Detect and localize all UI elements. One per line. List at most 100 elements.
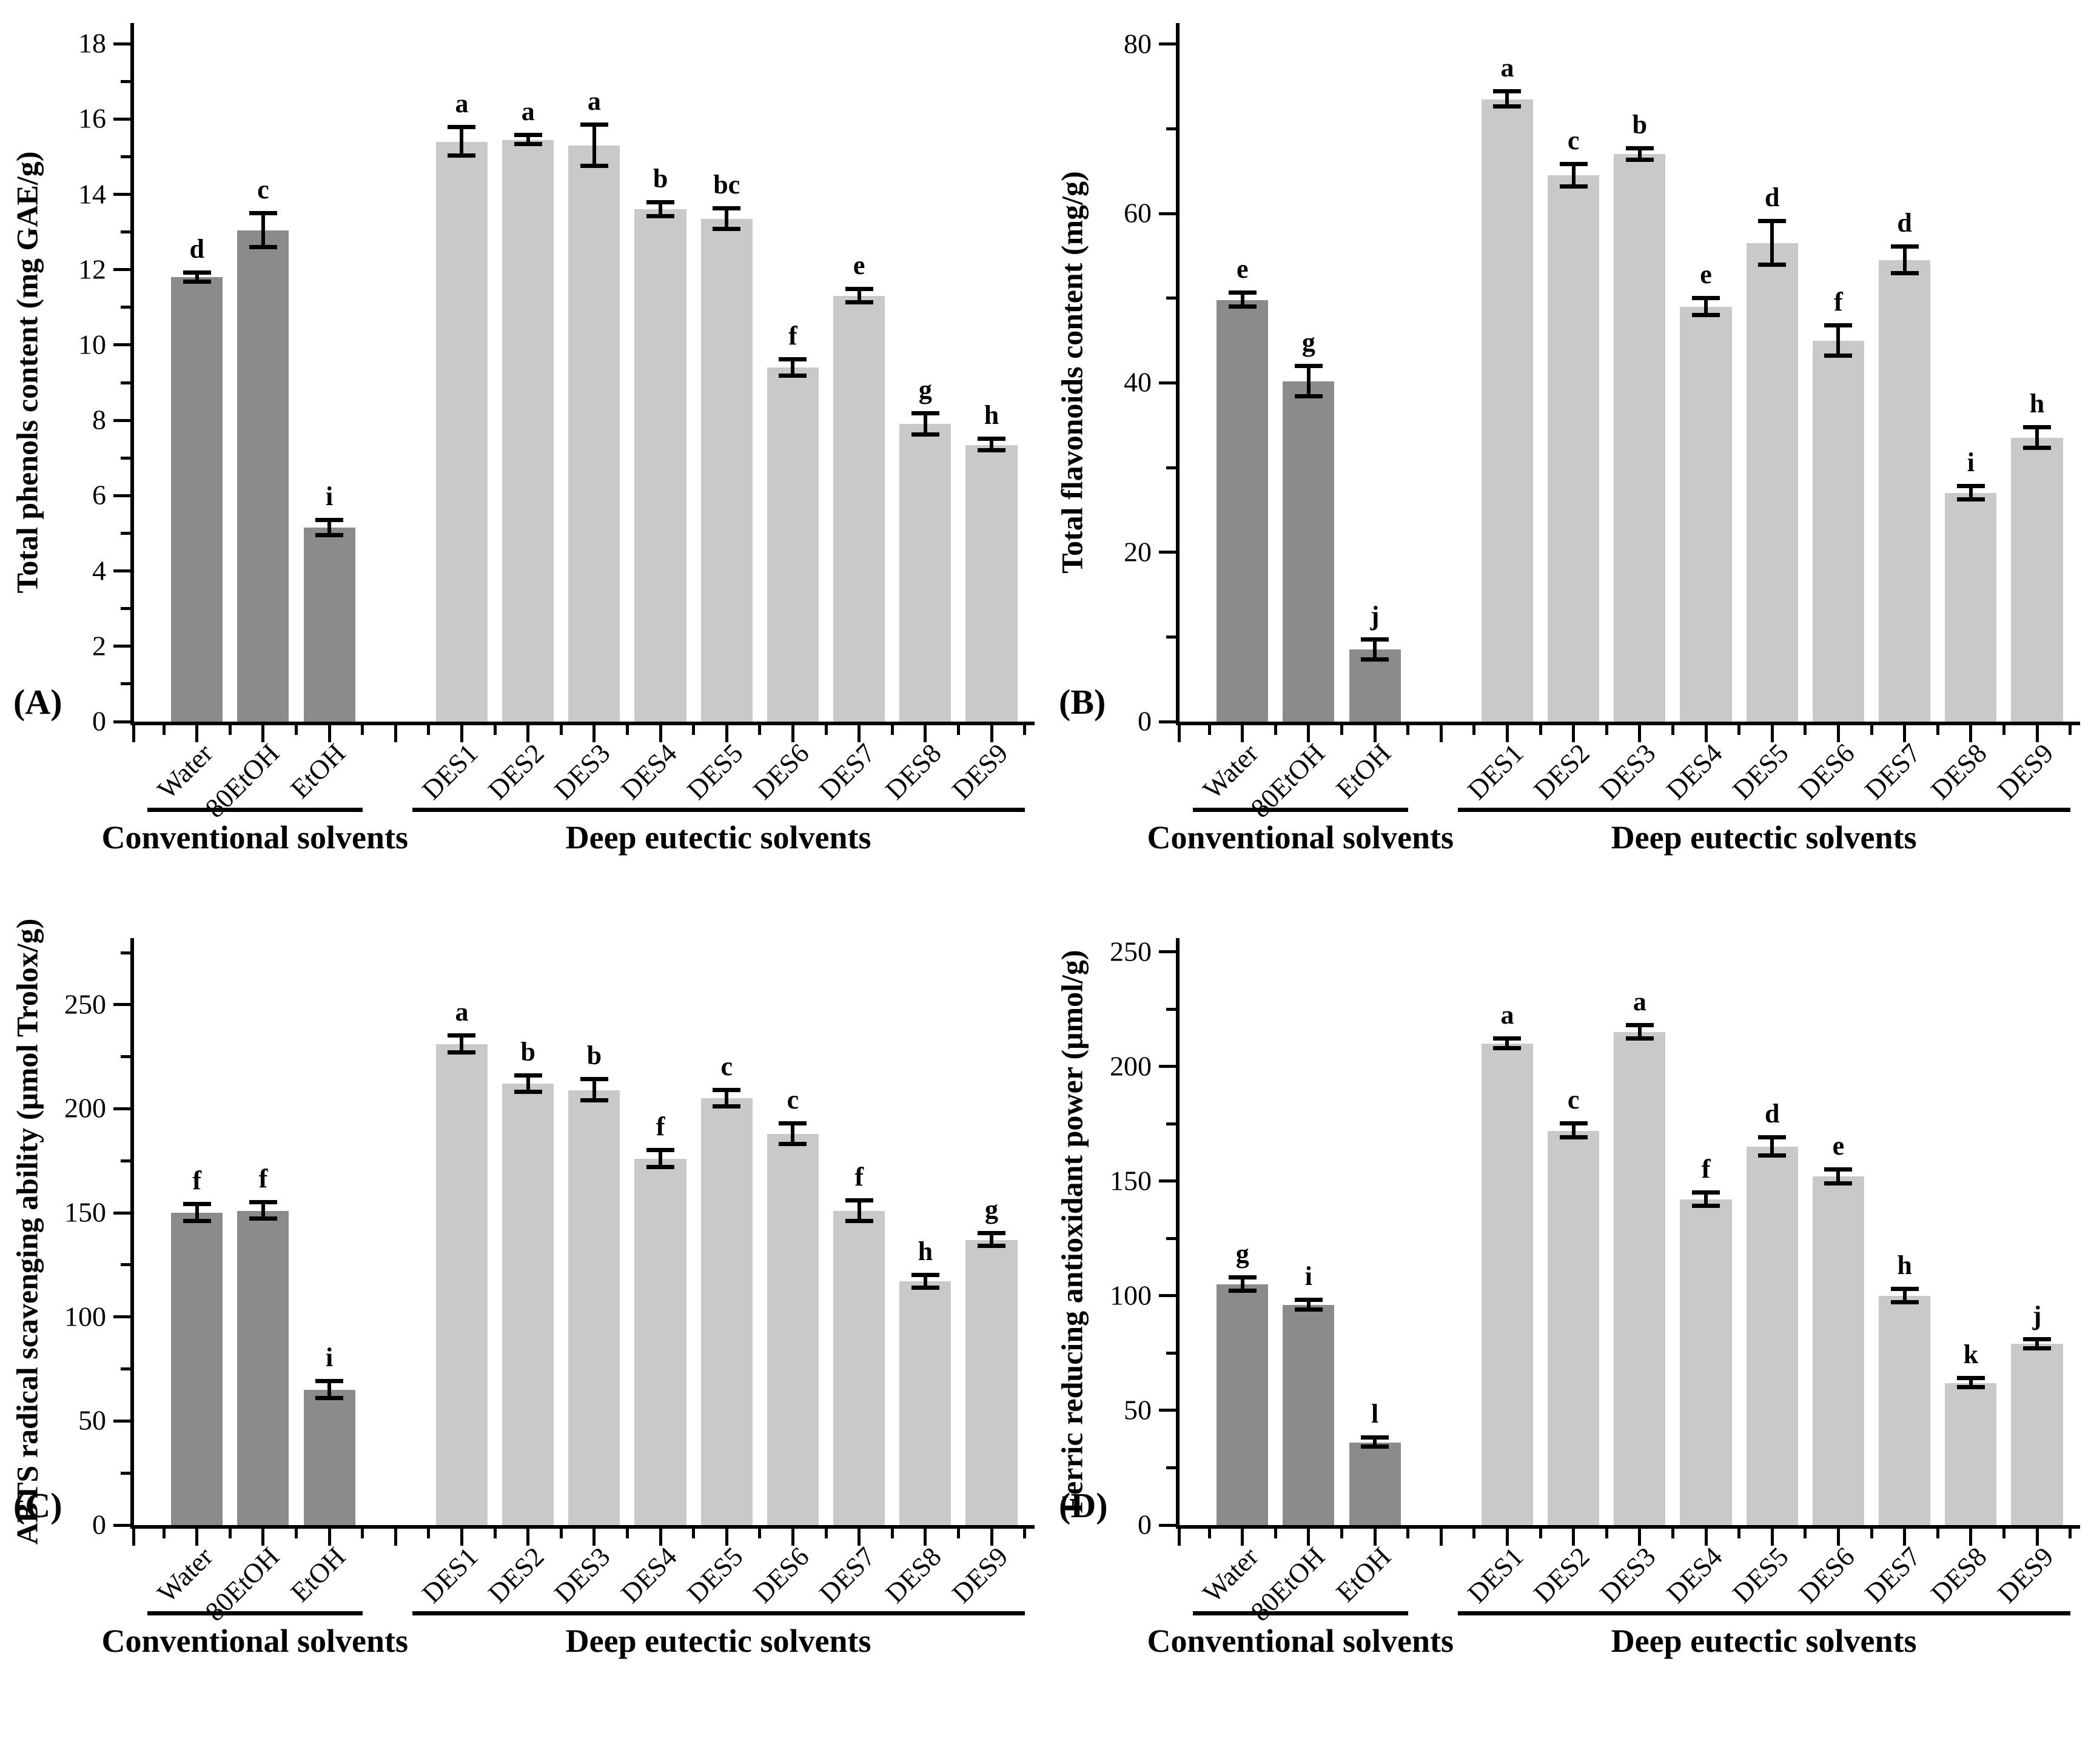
x-tick bbox=[1770, 1529, 1774, 1546]
x-tick bbox=[1307, 725, 1311, 742]
group-label-conventional: Conventional solvents bbox=[101, 1623, 409, 1659]
error-bar-cap bbox=[911, 432, 939, 437]
x-tick bbox=[858, 725, 861, 742]
x-tick bbox=[2035, 1529, 2039, 1546]
sig-letter: f bbox=[192, 1165, 202, 1196]
x-minor-tick bbox=[427, 725, 431, 735]
bar-80etoh bbox=[1283, 1305, 1335, 1525]
y-minor-tick bbox=[121, 951, 130, 954]
group-underline bbox=[1457, 1611, 2070, 1615]
group-underline bbox=[412, 808, 1025, 812]
y-tick-label: 250 bbox=[1110, 936, 1152, 967]
bar-80etoh bbox=[1283, 381, 1335, 722]
x-tick bbox=[791, 1529, 794, 1546]
sig-letter: f bbox=[258, 1163, 268, 1193]
error-bar-stem bbox=[195, 272, 199, 282]
error-bar-stem bbox=[1836, 325, 1841, 356]
x-minor-tick bbox=[1605, 725, 1608, 735]
y-tick-label: 8 bbox=[92, 404, 106, 435]
y-tick bbox=[1159, 212, 1176, 215]
error-bar-cap bbox=[249, 1199, 277, 1204]
error-bar-cap bbox=[713, 227, 741, 232]
x-minor-tick bbox=[228, 1529, 232, 1538]
bar-des2 bbox=[502, 139, 554, 722]
x-tick bbox=[132, 725, 135, 742]
x-tick bbox=[858, 1529, 861, 1546]
y-tick bbox=[1159, 1294, 1176, 1298]
y-tick-label: 100 bbox=[64, 1301, 106, 1332]
error-bar-stem bbox=[261, 1202, 265, 1219]
x-minor-tick bbox=[1207, 725, 1211, 735]
y-tick bbox=[113, 1523, 130, 1527]
y-tick bbox=[113, 569, 130, 573]
y-tick bbox=[113, 268, 130, 272]
x-minor-tick bbox=[956, 725, 960, 735]
x-tick bbox=[592, 1529, 596, 1546]
error-bar-cap bbox=[1361, 1444, 1389, 1449]
panel-label: (B) bbox=[1059, 682, 1106, 722]
x-tick-label: DES2 bbox=[1528, 1541, 1596, 1609]
bar-des8 bbox=[1945, 492, 1997, 722]
sig-letter: bc bbox=[713, 169, 740, 200]
bar-des9 bbox=[2011, 438, 2063, 722]
error-bar-cap bbox=[646, 213, 675, 218]
sig-letter: e bbox=[1832, 1130, 1845, 1161]
x-tick bbox=[1704, 1529, 1708, 1546]
x-minor-tick bbox=[559, 1529, 563, 1538]
panel-label: (A) bbox=[13, 682, 62, 722]
error-bar-cap bbox=[1824, 353, 1853, 358]
x-tick-label: DES4 bbox=[1660, 737, 1728, 806]
error-bar-stem bbox=[1836, 1169, 1841, 1184]
x-tick bbox=[261, 1529, 265, 1546]
y-minor-tick bbox=[121, 1471, 130, 1475]
error-bar-stem bbox=[1968, 486, 1973, 500]
sig-letter: b bbox=[653, 164, 668, 194]
error-bar-cap bbox=[646, 1164, 675, 1169]
bar-water bbox=[1217, 300, 1269, 722]
bar-des7 bbox=[833, 296, 885, 722]
error-bar-cap bbox=[315, 1379, 344, 1384]
x-tick-label: DES1 bbox=[1462, 1541, 1529, 1609]
y-tick-label: 50 bbox=[78, 1404, 106, 1436]
x-minor-tick bbox=[1870, 1529, 1873, 1538]
group-label-des: Deep eutectic solvents bbox=[1611, 1623, 1917, 1659]
x-minor-tick bbox=[758, 1529, 762, 1538]
x-minor-tick bbox=[758, 725, 762, 735]
error-bar-cap bbox=[713, 1104, 741, 1109]
y-tick bbox=[113, 42, 130, 45]
error-bar-cap bbox=[1559, 162, 1588, 167]
bar-des4 bbox=[1680, 306, 1732, 722]
error-bar-cap bbox=[1956, 483, 1985, 488]
x-tick bbox=[394, 1529, 397, 1546]
y-axis-title: ABTS radical scavenging ability (μmol Tr… bbox=[10, 918, 44, 1545]
x-minor-tick bbox=[1406, 1529, 1410, 1538]
x-tick-label: DES1 bbox=[416, 737, 484, 806]
x-tick-label: EtOH bbox=[1330, 737, 1397, 805]
x-minor-tick bbox=[1406, 725, 1410, 735]
error-bar-stem bbox=[1637, 1025, 1642, 1039]
y-tick-label: 0 bbox=[92, 705, 106, 737]
y-tick bbox=[113, 1211, 130, 1215]
error-bar-cap bbox=[1559, 1121, 1588, 1126]
panel-b-total-flavonoids: Total flavonoids content (mg/g) 0 20 40 60 80… bbox=[1046, 0, 2091, 882]
x-minor-tick bbox=[361, 1529, 364, 1538]
error-bar-cap bbox=[1625, 1022, 1654, 1027]
bar-des5 bbox=[700, 1098, 753, 1525]
x-tick bbox=[1373, 725, 1377, 742]
x-tick-label: DES3 bbox=[548, 1541, 616, 1609]
error-bar-cap bbox=[1493, 1036, 1522, 1041]
error-bar-cap bbox=[1294, 1298, 1323, 1303]
sig-letter: c bbox=[1567, 1085, 1580, 1115]
group-label-des: Deep eutectic solvents bbox=[565, 1623, 871, 1659]
bar-80etoh bbox=[237, 230, 289, 722]
y-minor-tick bbox=[1166, 1236, 1176, 1240]
bar-water bbox=[171, 1213, 223, 1525]
error-bar-cap bbox=[1758, 218, 1787, 223]
error-bar-stem bbox=[923, 1275, 927, 1288]
error-bar-cap bbox=[779, 373, 807, 378]
x-tick-label: DES7 bbox=[813, 737, 881, 806]
sig-letter: e bbox=[853, 250, 865, 281]
sig-letter: d bbox=[1765, 182, 1780, 212]
group-underline bbox=[147, 1611, 363, 1615]
error-bar-cap bbox=[978, 1244, 1006, 1249]
